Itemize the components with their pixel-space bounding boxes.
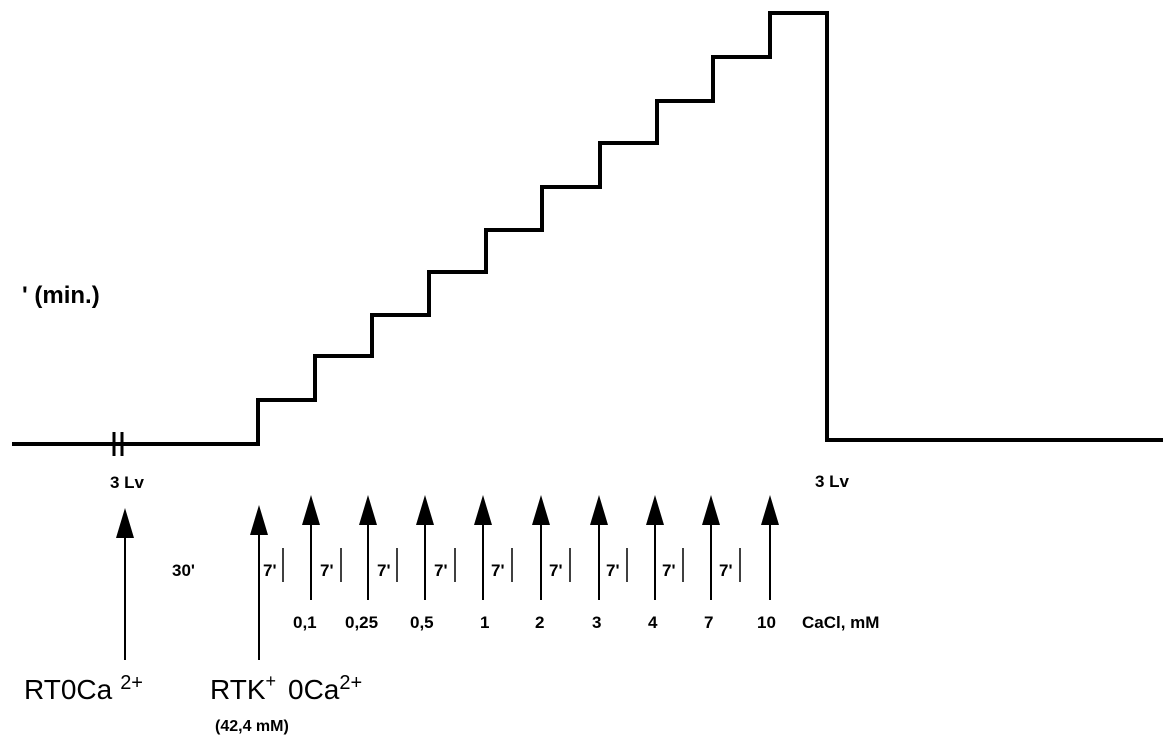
solution-label-rt0ca: RT0Ca 2+ (24, 672, 143, 705)
concentration-label: 3 (592, 613, 601, 632)
arrow-rtk (250, 505, 268, 660)
concentration-label: 0,1 (293, 613, 317, 632)
interval-label-30: 30' (172, 561, 195, 580)
arrow-cacl-3 (474, 495, 492, 600)
lv-label-right: 3 Lv (815, 472, 850, 491)
arrow-cacl-5 (590, 495, 608, 600)
concentration-labels-group: 0,1 0,25 0,5 1 2 3 4 7 10 (293, 613, 776, 632)
arrow-cacl-8 (761, 495, 779, 600)
interval-label-7: 7' (491, 561, 505, 580)
arrow-cacl-7 (702, 495, 720, 600)
interval-label-7: 7' (377, 561, 391, 580)
solution-note: (42,4 mM) (215, 718, 289, 735)
arrow-rt0ca (116, 508, 134, 660)
concentration-label: 2 (535, 613, 544, 632)
interval-label-7: 7' (662, 561, 676, 580)
solution-label-rtk: RTK+ 0Ca2+ (210, 671, 362, 705)
concentration-label: 7 (704, 613, 713, 632)
lv-label-left: 3 Lv (110, 473, 145, 492)
concentration-label: 0,25 (345, 613, 378, 632)
unit-label: CaCl, mM (802, 613, 879, 632)
step-labels-group: 7' 7' 7' 7' 7' 7' 7' 7' 7' (263, 561, 733, 580)
arrows-group (116, 495, 779, 660)
concentration-label: 1 (480, 613, 489, 632)
concentration-label: 10 (757, 613, 776, 632)
dividers-group (282, 548, 741, 582)
interval-label-7: 7' (719, 561, 733, 580)
arrow-cacl-0 (302, 495, 320, 600)
arrow-cacl-1 (359, 495, 377, 600)
concentration-label: 4 (648, 613, 658, 632)
interval-label-7: 7' (549, 561, 563, 580)
arrow-cacl-4 (532, 495, 550, 600)
y-label: ' (min.) (22, 282, 100, 309)
interval-label-7: 7' (606, 561, 620, 580)
interval-label-7: 7' (263, 561, 277, 580)
interval-label-7: 7' (434, 561, 448, 580)
concentration-label: 0,5 (410, 613, 434, 632)
arrow-cacl-6 (646, 495, 664, 600)
staircase-trace (12, 11, 1163, 446)
interval-label-7: 7' (320, 561, 334, 580)
arrow-cacl-2 (416, 495, 434, 600)
